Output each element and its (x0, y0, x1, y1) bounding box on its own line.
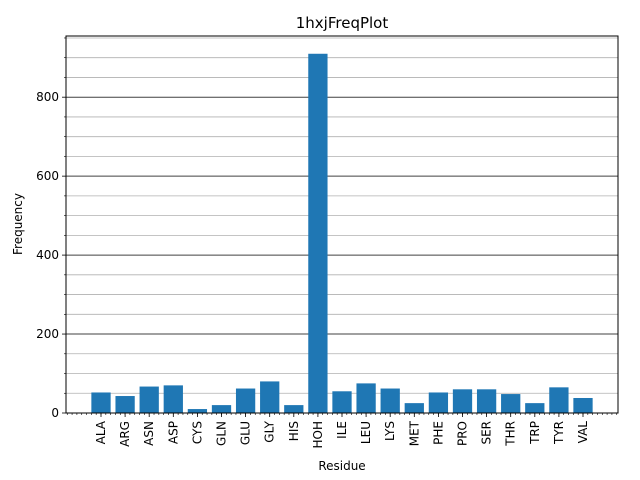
x-tick-label-pro: PRO (456, 421, 470, 446)
bar-gly (260, 381, 280, 413)
bar-leu (356, 383, 376, 413)
bar-his (284, 405, 304, 413)
x-axis-label: Residue (318, 459, 365, 473)
x-tick-label-cys: CYS (190, 421, 204, 444)
bar-gln (211, 405, 232, 413)
x-tick-label-ile: ILE (335, 421, 349, 439)
x-tick-label-gly: GLY (263, 420, 277, 442)
bar-met (404, 403, 424, 413)
x-tick-label-phe: PHE (431, 421, 445, 445)
bar-trp (525, 403, 545, 413)
bar-ser (476, 389, 497, 413)
x-tick-label-his: HIS (287, 421, 301, 441)
bar-glu (235, 388, 256, 413)
chart-title: 1hxjFreqPlot (296, 14, 389, 32)
axes (65, 35, 619, 414)
x-tick-label-leu: LEU (359, 421, 373, 444)
y-axis-ticks: 0 200 400 600 800 (36, 37, 66, 420)
y-tick-label: 800 (36, 90, 59, 104)
bar-cys (187, 409, 208, 413)
bar-lys (380, 388, 400, 413)
plot-frame (65, 35, 619, 414)
x-tick-label-trp: TRP (528, 421, 542, 445)
grid-lines (66, 37, 618, 394)
x-tick-label-ser: SER (480, 421, 494, 445)
x-axis-ticks: ALA ARG ASN ASP CYS GLN GLU GLY HIS HOH ILE LEU LYS M… (66, 413, 618, 449)
y-tick-label: 200 (36, 327, 59, 341)
y-axis-label: Frequency (11, 193, 25, 255)
bar-phe (428, 392, 449, 413)
x-tick-label-thr: THR (504, 421, 518, 447)
x-tick-label-met: MET (407, 420, 421, 446)
y-tick-label: 400 (36, 248, 59, 262)
bar-pro (452, 389, 473, 413)
bar-val (573, 397, 593, 413)
y-tick-label: 600 (36, 169, 59, 183)
x-tick-label-glu: GLU (239, 421, 253, 445)
x-tick-label-arg: ARG (118, 421, 132, 447)
bar-thr (501, 394, 521, 413)
bar-tyr (549, 387, 569, 413)
x-tick-label-val: VAL (576, 421, 590, 444)
bar-ala (91, 392, 111, 413)
x-tick-label-asp: ASP (166, 421, 180, 444)
x-tick-label-hoh: HOH (311, 421, 325, 449)
bar-arg (115, 396, 135, 413)
x-tick-label-gln: GLN (215, 421, 229, 446)
bar-hoh (308, 53, 328, 413)
bar-asn (139, 386, 159, 413)
x-tick-label-tyr: TYR (552, 421, 566, 445)
bar-ile (332, 391, 352, 413)
bars (91, 53, 593, 413)
x-tick-label-ala: ALA (94, 420, 108, 444)
bar-asp (163, 385, 183, 413)
x-tick-label-asn: ASN (142, 421, 156, 446)
x-tick-label-lys: LYS (383, 421, 397, 441)
y-tick-label: 0 (51, 406, 59, 420)
